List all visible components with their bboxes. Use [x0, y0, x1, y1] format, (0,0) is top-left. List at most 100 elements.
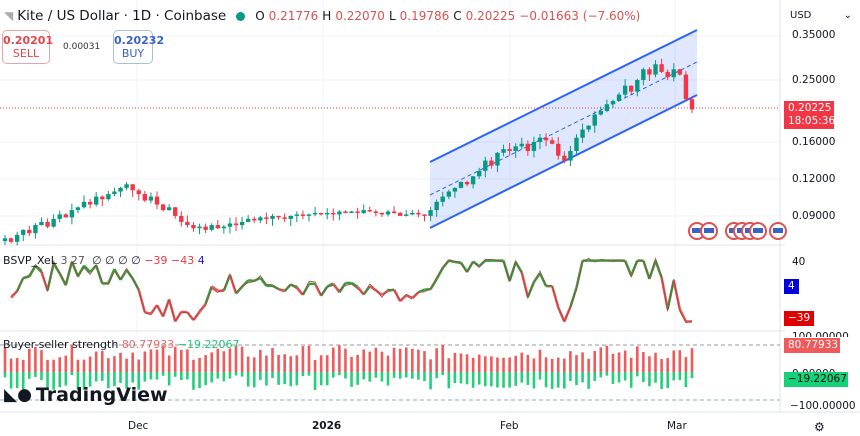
- bsvp-line-segment: [313, 283, 323, 297]
- strength-buy-bar: [277, 354, 280, 372]
- candle-body: [81, 201, 87, 208]
- bsvp-line-segment: [144, 311, 152, 315]
- bsvp-line-segment: [58, 272, 67, 286]
- strength-buy-bar: [222, 351, 226, 372]
- candle-body: [556, 143, 561, 156]
- strength-sell-bar: [34, 372, 37, 377]
- strength-sell-bar: [216, 372, 220, 379]
- candle-body: [361, 210, 366, 213]
- strength-sell-bar: [453, 372, 457, 383]
- candle-body: [562, 155, 567, 161]
- strength-buy-bar: [556, 357, 560, 372]
- strength-sell-bar: [423, 372, 426, 382]
- strength-sell-bar: [429, 372, 432, 390]
- symbol-title[interactable]: Kite / US Dollar · 1D · Coinbase: [17, 8, 227, 24]
- strength-buy-bar: [374, 347, 378, 372]
- strength-sell-bar: [107, 372, 110, 389]
- strength-buy-bar: [332, 347, 335, 372]
- strength-sell-bar: [167, 372, 171, 386]
- bsvp-line-segment: [210, 285, 219, 292]
- strength-sell-bar: [58, 372, 62, 388]
- buy-button[interactable]: 0.20232 BUY: [113, 30, 164, 64]
- strength-buy-bar: [307, 345, 311, 372]
- bsvp-line-segment: [119, 269, 128, 281]
- strength-buy-bar: [672, 350, 676, 372]
- price-tick: 0.35000: [792, 29, 836, 41]
- candle-body: [221, 226, 227, 229]
- strength-sell-bar: [64, 372, 68, 386]
- candle-body: [422, 214, 427, 216]
- candle-body: [349, 211, 354, 213]
- strength-buy-bar: [107, 358, 110, 372]
- sell-label: SELL: [12, 47, 40, 60]
- bsvp-legend[interactable]: BSVP_XeL 3 27 ∅ ∅ ∅ ∅ −39 −43 4: [3, 254, 205, 267]
- strength-sell-bar: [137, 372, 141, 390]
- strength-sell-bar: [301, 372, 305, 377]
- candle-body: [209, 225, 214, 230]
- strength-buy-bar: [362, 349, 365, 372]
- strength-sell-bar: [9, 372, 13, 389]
- currency-select[interactable]: USD ⌄: [786, 6, 856, 28]
- candle-body: [610, 100, 616, 105]
- strength-buy-bar: [605, 345, 609, 372]
- strength-buy-bar: [313, 359, 317, 372]
- strength-buy-bar: [392, 347, 396, 372]
- candle-body: [318, 212, 324, 215]
- bsvp-line-segment: [678, 308, 688, 323]
- strength-buy-bar: [648, 356, 651, 372]
- strength-buy-bar: [338, 345, 341, 372]
- candle-body: [14, 234, 20, 242]
- sell-button[interactable]: 0.20201 SELL: [2, 30, 53, 64]
- strength-sell-bar: [28, 372, 31, 379]
- candle-body: [288, 215, 293, 219]
- strength-buy-bar: [64, 355, 68, 372]
- strength-sell-bar: [386, 372, 390, 386]
- strength-buy-bar: [325, 355, 329, 372]
- strength-buy-bar: [526, 354, 530, 372]
- strength-sell-bar: [350, 372, 353, 387]
- settings-icon[interactable]: ⚙: [814, 420, 825, 434]
- strength-sell-bar: [459, 372, 463, 384]
- candle-body: [197, 226, 202, 229]
- bsvp-line-segment: [448, 259, 456, 264]
- candle-body: [635, 80, 640, 92]
- strength-buy-bar: [198, 358, 201, 372]
- strength-buy-bar: [459, 353, 463, 372]
- strength-buy-bar: [289, 356, 293, 372]
- strength-sell-bar: [210, 372, 214, 383]
- candle-body: [179, 215, 184, 222]
- candle-body: [683, 74, 689, 100]
- strength-sell-bar: [502, 372, 505, 388]
- strength-buy-bar: [58, 357, 62, 372]
- strength-sell-bar: [575, 372, 578, 386]
- candle-body: [154, 196, 160, 205]
- strength-buy-bar: [490, 356, 493, 372]
- candle-body: [63, 214, 68, 218]
- strength-sell-bar: [204, 372, 207, 386]
- bsvp-line-segment: [362, 285, 371, 296]
- bsvp-line-segment: [654, 260, 663, 278]
- strength-buy-bar: [216, 348, 220, 372]
- candle-body: [227, 223, 233, 227]
- strength-buy-bar: [514, 355, 517, 372]
- candle-body: [641, 69, 646, 80]
- candle-body: [148, 196, 154, 201]
- strength-buy-bar: [82, 359, 86, 372]
- strength-buy-bar: [532, 358, 536, 372]
- strength-buy-bar: [660, 359, 663, 372]
- strength-sell-bar: [593, 372, 597, 381]
- bsvp-value-3: 4: [197, 254, 205, 267]
- candle-body: [306, 214, 312, 216]
- candle-body: [245, 218, 251, 222]
- candle-body: [264, 217, 269, 219]
- strength-sell-bar: [605, 372, 609, 376]
- candle-body: [252, 218, 257, 221]
- last-price: 0.20225: [788, 102, 832, 114]
- strength-buy-bar: [471, 357, 475, 372]
- strength-sell-bar: [332, 372, 335, 378]
- strength-sell-bar: [563, 372, 566, 389]
- candle-body: [629, 85, 634, 92]
- strength-legend[interactable]: Buyer-seller strength 80.77933 −19.22067: [3, 338, 240, 351]
- bsvp-line-segment: [259, 277, 268, 287]
